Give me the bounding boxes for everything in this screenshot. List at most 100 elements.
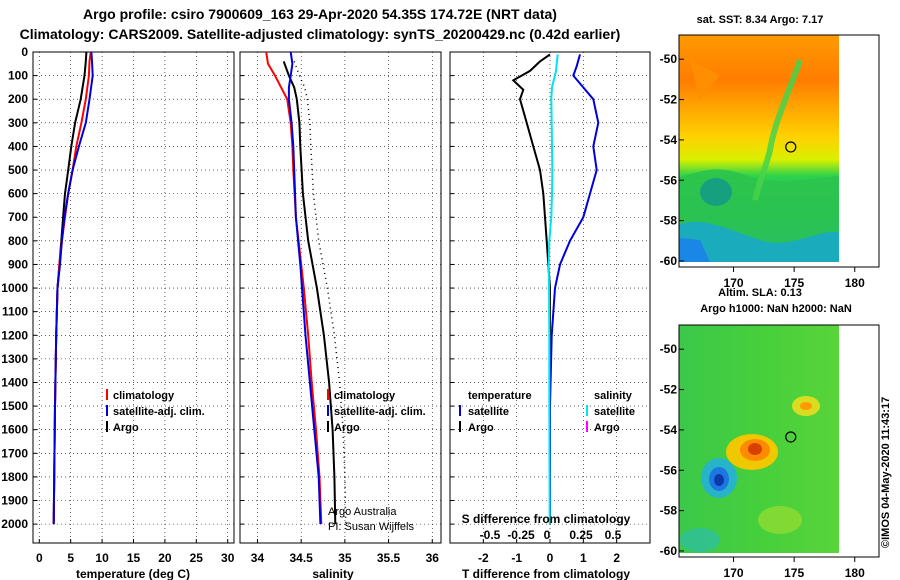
depth-tick-label: 0 [21,45,28,59]
series-line-satellite-adj-clim- [287,51,322,525]
sst-map-frame [678,34,880,268]
map-y-tick-label: -52 [660,93,678,107]
map-y-tick-label: -54 [660,133,678,147]
sla-southwest-patch [680,528,720,552]
salinity-panel-frame [239,51,442,544]
sla-orange-patch [800,402,812,410]
climatology-title: Climatology: CARS2009. Satellite-adjuste… [19,26,621,42]
map-y-tick-label: -60 [660,254,678,268]
map-y-tick-label: -50 [660,342,678,356]
x-tick-label: 5 [67,551,74,565]
s-difference-tick-label: 0.5 [605,528,622,542]
salinity-axis-label: salinity [312,567,354,580]
depth-tick-label: 2000 [1,517,28,531]
sst-map-title: sat. SST: 8.34 Argo: 7.17 [697,14,824,26]
x-tick-label: 35 [338,551,352,565]
argo-salinity-dotted-line [293,61,347,525]
profile-title: Argo profile: csiro 7900609_163 29-Apr-2… [83,6,557,22]
sst-map-ticks: 170 175 180 -50 -52 -54 -56 -58 -60 [660,52,865,290]
depth-tick-label: 500 [8,163,28,177]
legend-satellite-t: satellite [468,406,509,418]
legend-satellite: satellite-adj. clim. [113,406,205,418]
salinity-legend: climatology satellite-adj. clim. Argo [327,389,426,434]
depth-tick-label: 600 [8,187,28,201]
x-tick-label: 10 [95,551,109,565]
credit-label: ©IMOS 04-May-2020 11:43:17 [880,397,892,548]
temperature-legend: climatology satellite-adj. clim. Argo [106,389,205,434]
legend-swatch-climatology [327,389,329,400]
map-x-tick-label: 180 [845,566,865,580]
map-y-tick-label: -56 [660,463,678,477]
legend-swatch-argo-t [459,421,461,432]
series-line-argo [282,61,337,525]
depth-tick-label: 1900 [1,494,28,508]
gridlines [33,51,650,543]
map-x-tick-label: 170 [724,566,744,580]
sla-map-ticks: 170 175 180 -50 -52 -54 -56 -58 -60 [660,342,865,580]
series-line-satellite-adj-clim- [52,51,94,525]
series-line-argo-t-diff [511,53,551,525]
sst-warm-patch [690,60,720,100]
x-tick-label: 34 [251,551,265,565]
x-tick-label: 2 [613,551,620,565]
sst-front [752,59,803,201]
depth-tick-label: 1100 [2,305,28,319]
legend-swatch-satellite-s [586,405,588,416]
sst-southwest-region [679,238,710,262]
x-tick-label: 1 [580,551,587,565]
sla-low-core [714,474,724,486]
sst-heatmap [679,35,839,262]
depth-tick-label: 1300 [1,352,28,366]
legend-swatch-satellite [106,405,108,416]
s-difference-tick-label: 0 [544,528,551,542]
legend-argo-t: Argo [468,422,494,434]
map-x-tick-label: 180 [845,276,865,290]
sst-eddy [700,178,732,206]
t-difference-axis-label: T difference from climatology [462,567,630,580]
depth-tick-label: 300 [8,116,28,130]
temperature-panel-frame [32,51,235,544]
map-y-tick-label: -50 [660,52,678,66]
x-tick-label: 0 [36,551,43,565]
x-tick-labels: 0 5 10 15 20 25 30 34 34.5 35 35.5 36 -2 -1 0 1 2 [36,551,620,565]
sla-map-frame [678,324,880,558]
legend-swatch-argo [106,421,108,432]
series-line-climatology [265,51,323,525]
legend-salinity-heading: salinity [594,390,633,402]
x-tick-label: 20 [158,551,172,565]
map-y-tick-label: -54 [660,423,678,437]
map-x-tick-label: 175 [784,276,804,290]
depth-tick-label: 200 [8,92,28,106]
depth-tick-label: 400 [8,139,28,153]
depth-tick-label: 1600 [1,423,28,437]
depth-tick-label: 700 [8,210,28,224]
map-x-tick-label: 170 [724,276,744,290]
depth-tick-label: 900 [8,257,28,271]
legend-satellite: satellite-adj. clim. [334,406,426,418]
x-tick-label: -2 [478,551,489,565]
depth-tick-label: 100 [8,69,28,83]
x-tick-label: 36 [426,551,440,565]
s-difference-tick-label: 0.25 [569,528,593,542]
legend-temperature-heading: temperature [468,390,532,402]
depth-tick-label: 1500 [1,399,28,413]
map-y-tick-label: -60 [660,544,678,558]
legend-swatch-climatology [106,389,108,400]
difference-legend: temperature satellite Argo salinity sate… [459,390,635,434]
sla-high-core [748,443,762,455]
x-tick-label: 34.5 [289,551,313,565]
map-y-tick-label: -58 [660,214,678,228]
sla-argo-location-marker [785,431,797,443]
depth-tick-label: 800 [8,234,28,248]
x-tick-label: 15 [127,551,141,565]
legend-swatch-satellite [327,405,329,416]
legend-satellite-s: satellite [594,406,635,418]
profile-lines [52,51,600,525]
x-tick-label: 35.5 [377,551,401,565]
sla-southern-patch [758,506,802,534]
data-provider-label: Argo Australia [328,506,397,518]
sla-map-title: Altim. SLA: 0.13 [718,287,802,299]
x-tick-label: 25 [190,551,204,565]
map-y-tick-label: -58 [660,504,678,518]
